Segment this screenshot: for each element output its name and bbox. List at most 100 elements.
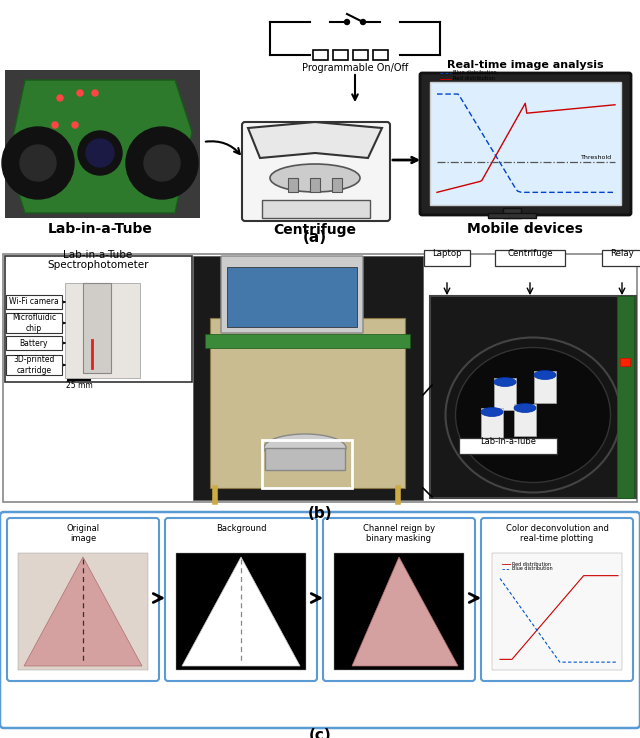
- Polygon shape: [182, 557, 300, 666]
- Bar: [6, 355, 62, 375]
- Text: Color deconvolution and
real-time plotting: Color deconvolution and real-time plotti…: [506, 524, 609, 543]
- Bar: [5, 70, 200, 218]
- FancyBboxPatch shape: [242, 122, 390, 221]
- Text: Centrifuge: Centrifuge: [273, 223, 356, 237]
- Circle shape: [92, 90, 98, 96]
- Circle shape: [77, 90, 83, 96]
- Text: 3D-printed
cartridge: 3D-printed cartridge: [13, 355, 54, 375]
- Ellipse shape: [494, 378, 516, 387]
- Bar: [430, 82, 621, 205]
- Text: (c): (c): [308, 728, 332, 738]
- Polygon shape: [8, 80, 192, 213]
- Text: 25 mm: 25 mm: [66, 381, 92, 390]
- Text: (a): (a): [303, 230, 327, 245]
- Text: Battery: Battery: [20, 339, 48, 348]
- FancyBboxPatch shape: [495, 250, 565, 266]
- Bar: [514, 404, 536, 436]
- Polygon shape: [352, 557, 458, 666]
- Text: Red distribution: Red distribution: [453, 77, 495, 81]
- Bar: [353, 50, 368, 60]
- Text: Lab-in-a-Tube: Lab-in-a-Tube: [63, 250, 132, 260]
- Circle shape: [20, 145, 56, 181]
- Text: Programmable On/Off: Programmable On/Off: [302, 63, 408, 73]
- Bar: [332, 178, 342, 192]
- Polygon shape: [248, 122, 382, 158]
- Bar: [193, 256, 423, 500]
- Circle shape: [72, 122, 78, 128]
- Bar: [288, 178, 298, 192]
- Circle shape: [344, 19, 349, 24]
- FancyBboxPatch shape: [481, 518, 633, 681]
- Text: Mobile devices: Mobile devices: [467, 222, 583, 236]
- Bar: [5, 256, 192, 382]
- FancyBboxPatch shape: [0, 512, 640, 728]
- Bar: [6, 336, 62, 350]
- Circle shape: [126, 127, 198, 199]
- Bar: [3, 254, 637, 502]
- Bar: [430, 296, 636, 498]
- Text: Laptop: Laptop: [432, 249, 462, 258]
- Text: Background: Background: [216, 524, 266, 533]
- Text: Real-time image analysis: Real-time image analysis: [447, 60, 604, 70]
- Circle shape: [2, 127, 74, 199]
- Text: Threshold: Threshold: [581, 155, 612, 160]
- Circle shape: [78, 131, 122, 175]
- Text: Channel reign by
binary masking: Channel reign by binary masking: [363, 524, 435, 543]
- Bar: [373, 50, 388, 60]
- Ellipse shape: [514, 404, 536, 413]
- Text: Blue distribution: Blue distribution: [512, 567, 552, 571]
- Text: Lab-in-a-Tube: Lab-in-a-Tube: [480, 437, 536, 446]
- Ellipse shape: [270, 164, 360, 192]
- Bar: [492, 553, 622, 670]
- FancyBboxPatch shape: [420, 73, 631, 215]
- FancyBboxPatch shape: [7, 518, 159, 681]
- Text: Wi-Fi camera: Wi-Fi camera: [9, 297, 59, 306]
- Text: Relay: Relay: [610, 249, 634, 258]
- Circle shape: [360, 19, 365, 24]
- Text: Lab-in-a-Tube: Lab-in-a-Tube: [47, 222, 152, 236]
- Bar: [205, 334, 410, 348]
- FancyBboxPatch shape: [165, 518, 317, 681]
- Bar: [620, 358, 630, 366]
- Bar: [313, 50, 328, 60]
- Bar: [65, 283, 140, 378]
- Bar: [18, 553, 148, 670]
- Bar: [6, 313, 62, 333]
- Ellipse shape: [445, 337, 621, 492]
- Polygon shape: [24, 557, 142, 666]
- FancyBboxPatch shape: [602, 250, 640, 266]
- Bar: [488, 213, 536, 218]
- Bar: [334, 553, 464, 670]
- Text: Microfluidic
chip: Microfluidic chip: [12, 314, 56, 333]
- Text: Original
image: Original image: [67, 524, 100, 543]
- Text: Blue distribution: Blue distribution: [453, 71, 497, 75]
- Ellipse shape: [534, 370, 556, 379]
- Circle shape: [57, 95, 63, 101]
- FancyBboxPatch shape: [424, 250, 470, 266]
- Text: Centrifuge: Centrifuge: [507, 249, 553, 258]
- Ellipse shape: [481, 407, 503, 416]
- Bar: [262, 440, 352, 488]
- Circle shape: [52, 122, 58, 128]
- Bar: [262, 200, 370, 218]
- Bar: [494, 378, 516, 410]
- Text: (b): (b): [308, 506, 332, 521]
- Bar: [210, 318, 405, 488]
- Text: Spectrophotometer: Spectrophotometer: [47, 260, 148, 270]
- Bar: [333, 50, 348, 60]
- Bar: [310, 178, 320, 192]
- Ellipse shape: [456, 348, 611, 483]
- FancyBboxPatch shape: [459, 438, 557, 454]
- Text: Red distribution: Red distribution: [512, 562, 551, 567]
- Ellipse shape: [264, 434, 346, 462]
- Bar: [265, 448, 345, 470]
- Bar: [83, 283, 111, 373]
- Bar: [227, 267, 357, 327]
- Circle shape: [86, 139, 114, 167]
- Bar: [176, 553, 306, 670]
- Circle shape: [144, 145, 180, 181]
- Bar: [481, 408, 503, 440]
- FancyBboxPatch shape: [323, 518, 475, 681]
- Bar: [617, 296, 634, 498]
- Bar: [503, 208, 521, 218]
